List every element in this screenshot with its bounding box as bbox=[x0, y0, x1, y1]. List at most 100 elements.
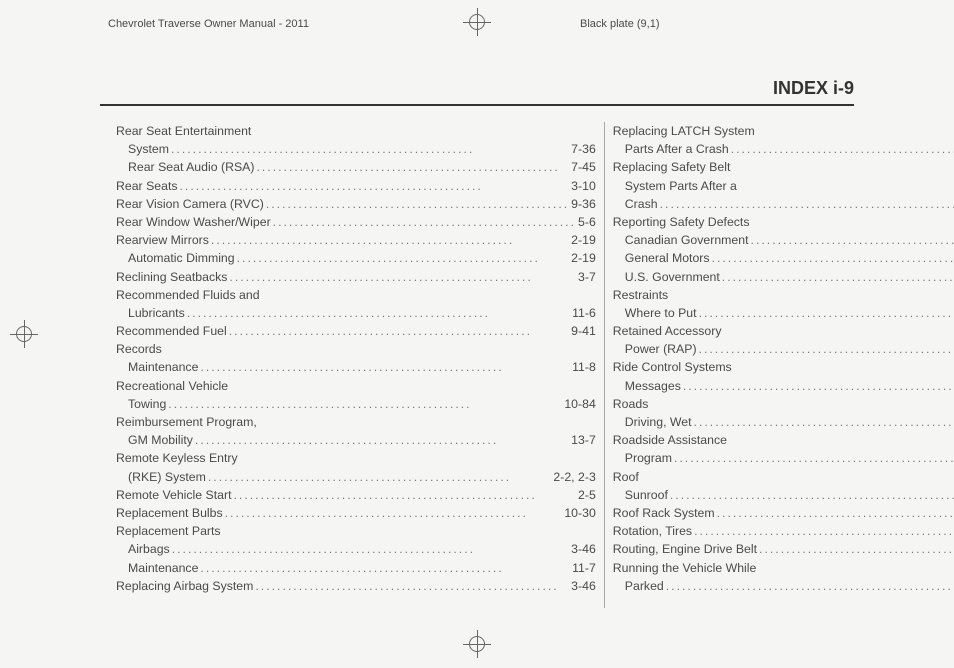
index-label: Replacing Safety Belt bbox=[613, 158, 731, 176]
index-label: Where to Put bbox=[625, 304, 697, 322]
index-label: Records bbox=[116, 340, 162, 358]
index-label: Sunroof bbox=[625, 486, 668, 504]
index-page: 10-30 bbox=[564, 504, 595, 522]
index-label: Automatic Dimming bbox=[128, 249, 235, 267]
leader-dots bbox=[658, 195, 954, 213]
index-label: Routing, Engine Drive Belt bbox=[613, 540, 757, 558]
index-label: Ride Control Systems bbox=[613, 358, 732, 376]
index-entry: Running the Vehicle While bbox=[613, 559, 954, 577]
index-label: Parts After a Crash bbox=[625, 140, 729, 158]
index-entry: Driving, Wet9-7 bbox=[613, 413, 954, 431]
index-page: 2-2, 2-3 bbox=[553, 468, 595, 486]
leader-dots bbox=[209, 231, 571, 249]
index-label: System bbox=[128, 140, 169, 158]
leader-dots bbox=[193, 431, 571, 449]
index-label: Roads bbox=[613, 395, 649, 413]
index-label: Rear Vision Camera (RVC) bbox=[116, 195, 264, 213]
index-entry: Replacement Parts bbox=[116, 522, 596, 540]
index-entry: Recommended Fluids and bbox=[116, 286, 596, 304]
index-page: 10-84 bbox=[564, 395, 595, 413]
leader-dots bbox=[178, 177, 572, 195]
index-entry: Replacing Safety Belt bbox=[613, 158, 954, 176]
index-entry: Rear Seat Entertainment bbox=[116, 122, 596, 140]
leader-dots bbox=[235, 249, 572, 267]
index-entry: Rear Window Washer/Wiper5-6 bbox=[116, 213, 596, 231]
index-entry: Automatic Dimming 2-19 bbox=[116, 249, 596, 267]
leader-dots bbox=[166, 395, 564, 413]
index-entry: Roadside Assistance bbox=[613, 431, 954, 449]
index-entry: Parked9-24 bbox=[613, 577, 954, 595]
index-entry: Airbags3-46 bbox=[116, 540, 596, 558]
index-entry: Replacing Airbag System3-46 bbox=[116, 577, 596, 595]
index-label: Rearview Mirrors bbox=[116, 231, 209, 249]
leader-dots bbox=[681, 377, 954, 395]
index-label: Rear Seat Entertainment bbox=[116, 122, 251, 140]
index-page: 2-19 bbox=[571, 249, 596, 267]
index-entry: Records bbox=[116, 340, 596, 358]
index-entry: Lubricants11-6 bbox=[116, 304, 596, 322]
index-label: GM Mobility bbox=[128, 431, 193, 449]
leader-dots bbox=[664, 577, 954, 595]
leader-dots bbox=[692, 522, 954, 540]
index-entry: Remote Vehicle Start2-5 bbox=[116, 486, 596, 504]
index-label: Power (RAP) bbox=[625, 340, 697, 358]
index-page: 3-46 bbox=[571, 577, 596, 595]
leader-dots bbox=[232, 486, 579, 504]
index-page: 3-7 bbox=[578, 268, 596, 286]
index-entry: Replacement Bulbs10-30 bbox=[116, 504, 596, 522]
index-entry: System Parts After a bbox=[613, 177, 954, 195]
leader-dots bbox=[692, 413, 954, 431]
leader-dots bbox=[198, 358, 572, 376]
index-page: 7-45 bbox=[571, 158, 596, 176]
leader-dots bbox=[227, 268, 578, 286]
index-label: Crash bbox=[625, 195, 658, 213]
index-entry: Towing10-84 bbox=[116, 395, 596, 413]
index-entry: Maintenance11-7 bbox=[116, 559, 596, 577]
page-title: INDEX i-9 bbox=[773, 78, 854, 99]
index-label: Rear Window Washer/Wiper bbox=[116, 213, 271, 231]
index-entry: Reimbursement Program, bbox=[116, 413, 596, 431]
index-page: 2-5 bbox=[578, 486, 596, 504]
index-label: Remote Keyless Entry bbox=[116, 449, 238, 467]
index-label: System Parts After a bbox=[625, 177, 737, 195]
leader-dots bbox=[668, 486, 954, 504]
header-right: Black plate (9,1) bbox=[580, 18, 659, 30]
index-entry: Canadian Government13-15 bbox=[613, 231, 954, 249]
index-label: Program bbox=[625, 449, 672, 467]
index-label: Driving, Wet bbox=[625, 413, 692, 431]
index-label: U.S. Government bbox=[625, 268, 720, 286]
index-entry: Remote Keyless Entry bbox=[116, 449, 596, 467]
index-entry: Program13-7, 13-9 bbox=[613, 449, 954, 467]
index-label: Parked bbox=[625, 577, 664, 595]
title-rule bbox=[100, 104, 854, 106]
index-label: Replacing LATCH System bbox=[613, 122, 755, 140]
index-entry: U.S. Government13-15 bbox=[613, 268, 954, 286]
leader-dots bbox=[720, 268, 954, 286]
leader-dots bbox=[198, 559, 572, 577]
index-entry: Reclining Seatbacks3-7 bbox=[116, 268, 596, 286]
index-entry: Parts After a Crash3-63 bbox=[613, 140, 954, 158]
index-entry: Ride Control Systems bbox=[613, 358, 954, 376]
index-label: Restraints bbox=[613, 286, 668, 304]
index-entry: Retained Accessory bbox=[613, 322, 954, 340]
index-page: 9-36 bbox=[571, 195, 596, 213]
index-entry: (RKE) System2-2, 2-3 bbox=[116, 468, 596, 486]
index-label: Rear Seats bbox=[116, 177, 178, 195]
leader-dots bbox=[672, 449, 954, 467]
leader-dots bbox=[749, 231, 954, 249]
index-label: Maintenance bbox=[128, 559, 198, 577]
index-label: Canadian Government bbox=[625, 231, 749, 249]
index-entry: Roads bbox=[613, 395, 954, 413]
index-entry: Recreational Vehicle bbox=[116, 377, 596, 395]
index-entry: Rear Seat Audio (RSA)7-45 bbox=[116, 158, 596, 176]
crop-mark-left bbox=[10, 320, 38, 348]
index-label: Retained Accessory bbox=[613, 322, 722, 340]
leader-dots bbox=[697, 304, 954, 322]
index-column-2: Replacing LATCH SystemParts After a Cras… bbox=[604, 122, 954, 608]
index-entry: Reporting Safety Defects bbox=[613, 213, 954, 231]
index-label: Rotation, Tires bbox=[613, 522, 692, 540]
index-label: Messages bbox=[625, 377, 681, 395]
index-column-1: Rear Seat EntertainmentSystem7-36Rear Se… bbox=[108, 122, 604, 608]
index-page: 9-41 bbox=[571, 322, 596, 340]
index-page: 2-19 bbox=[571, 231, 596, 249]
